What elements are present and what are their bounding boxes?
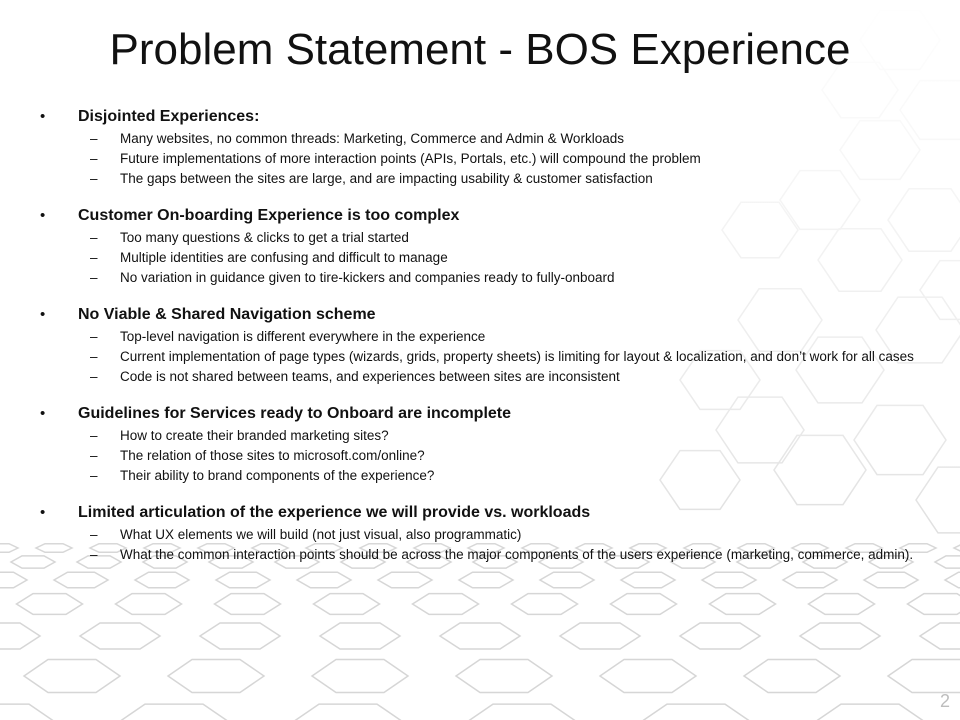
sub-bullet-item: – The relation of those sites to microsof… bbox=[78, 447, 930, 464]
sub-bullet-item: – The gaps between the sites are large, a… bbox=[78, 170, 930, 187]
sub-bullet-item: – How to create their branded marketing s… bbox=[78, 427, 930, 444]
sub-bullet-text: Top-level navigation is different everyw… bbox=[120, 329, 486, 344]
sub-bullet-text: The gaps between the sites are large, an… bbox=[120, 171, 653, 186]
sub-bullet-list: – What UX elements we will build (not jus… bbox=[78, 526, 930, 563]
sub-bullet-item: – What the common interaction points shou… bbox=[78, 546, 930, 563]
sub-bullet-list: – How to create their branded marketing s… bbox=[78, 427, 930, 484]
sub-bullet-item: – What UX elements we will build (not jus… bbox=[78, 526, 930, 543]
bullet-dot-icon: • bbox=[40, 504, 46, 521]
sub-bullet-text: Multiple identities are confusing and di… bbox=[120, 250, 448, 265]
bullet-section: • No Viable & Shared Navigation scheme – To… bbox=[40, 304, 930, 385]
sub-bullet-item: – Future implementations of more interact… bbox=[78, 150, 930, 167]
sub-bullet-item: – Top-level navigation is different every… bbox=[78, 328, 930, 345]
bullet-dot-icon: • bbox=[40, 306, 46, 323]
bullet-dot-icon: • bbox=[40, 207, 46, 224]
bullet-heading: Disjointed Experiences: bbox=[78, 108, 260, 125]
sub-bullet-text: The relation of those sites to microsoft… bbox=[120, 448, 425, 463]
sub-bullet-list: – Top-level navigation is different every… bbox=[78, 328, 930, 385]
bullet-section: • Customer On-boarding Experience is too … bbox=[40, 205, 930, 286]
sub-bullet-item: – Their ability to brand components of th… bbox=[78, 467, 930, 484]
sub-bullet-item: – Too many questions & clicks to get a tr… bbox=[78, 229, 930, 246]
sub-bullet-list: – Many websites, no common threads: Marke… bbox=[78, 130, 930, 187]
bullet-heading: No Viable & Shared Navigation scheme bbox=[78, 306, 376, 323]
dash-icon: – bbox=[90, 151, 98, 166]
bullet-dot-icon: • bbox=[40, 405, 46, 422]
bullet-list: • Disjointed Experiences: – Many websites, … bbox=[40, 106, 930, 581]
bullet-heading: Customer On-boarding Experience is too c… bbox=[78, 207, 460, 224]
dash-icon: – bbox=[90, 270, 98, 285]
bullet-section: • Disjointed Experiences: – Many websites, … bbox=[40, 106, 930, 187]
sub-bullet-list: – Too many questions & clicks to get a tr… bbox=[78, 229, 930, 286]
dash-icon: – bbox=[90, 349, 98, 364]
dash-icon: – bbox=[90, 448, 98, 463]
bullet-dot-icon: • bbox=[40, 108, 46, 125]
bullet-heading: Limited articulation of the experience w… bbox=[78, 504, 591, 521]
bullet-section: • Limited articulation of the experience … bbox=[40, 502, 930, 563]
dash-icon: – bbox=[90, 369, 98, 384]
sub-bullet-item: – Multiple identities are confusing and d… bbox=[78, 249, 930, 266]
sub-bullet-text: How to create their branded marketing si… bbox=[120, 428, 389, 443]
sub-bullet-text: Code is not shared between teams, and ex… bbox=[120, 369, 620, 384]
dash-icon: – bbox=[90, 131, 98, 146]
dash-icon: – bbox=[90, 250, 98, 265]
sub-bullet-text: What the common interaction points shoul… bbox=[120, 547, 914, 562]
dash-icon: – bbox=[90, 329, 98, 344]
dash-icon: – bbox=[90, 468, 98, 483]
bullet-section: • Guidelines for Services ready to Onboar… bbox=[40, 403, 930, 484]
dash-icon: – bbox=[90, 527, 98, 542]
sub-bullet-text: Too many questions & clicks to get a tri… bbox=[120, 230, 409, 245]
sub-bullet-text: Future implementations of more interacti… bbox=[120, 151, 701, 166]
sub-bullet-text: Current implementation of page types (wi… bbox=[120, 349, 914, 364]
sub-bullet-item: – Many websites, no common threads: Marke… bbox=[78, 130, 930, 147]
dash-icon: – bbox=[90, 428, 98, 443]
sub-bullet-item: – Code is not shared between teams, and e… bbox=[78, 368, 930, 385]
sub-bullet-text: No variation in guidance given to tire-k… bbox=[120, 270, 615, 285]
dash-icon: – bbox=[90, 547, 98, 562]
bullet-heading: Guidelines for Services ready to Onboard… bbox=[78, 405, 512, 422]
sub-bullet-text: What UX elements we will build (not just… bbox=[120, 527, 522, 542]
sub-bullet-item: – Current implementation of page types (w… bbox=[78, 348, 930, 365]
sub-bullet-text: Many websites, no common threads: Market… bbox=[120, 131, 624, 146]
sub-bullet-item: – No variation in guidance given to tire-… bbox=[78, 269, 930, 286]
dash-icon: – bbox=[90, 171, 98, 186]
dash-icon: – bbox=[90, 230, 98, 245]
slide-title: Problem Statement - BOS Experience bbox=[109, 25, 851, 74]
page-number: 2 bbox=[939, 691, 950, 711]
sub-bullet-text: Their ability to brand components of the… bbox=[120, 468, 435, 483]
